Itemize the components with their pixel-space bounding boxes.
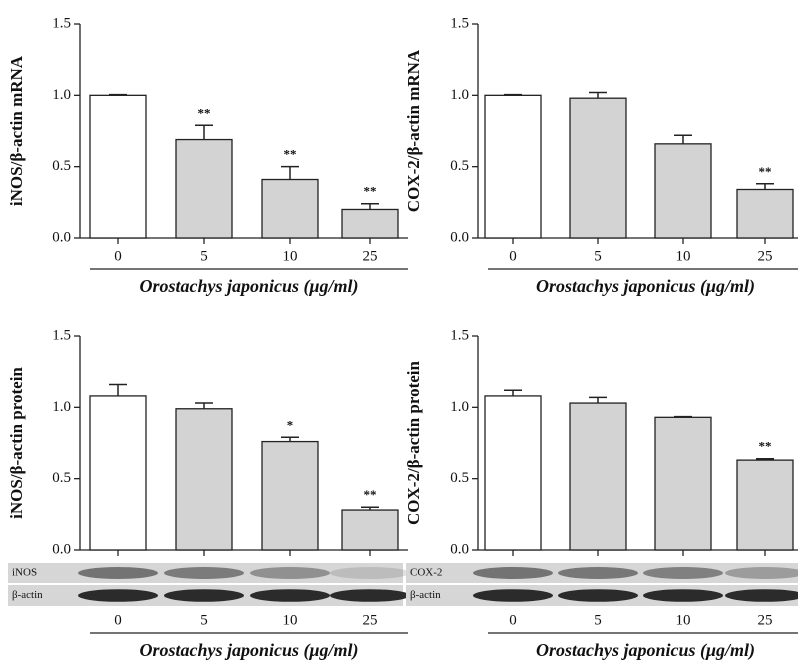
y-tick-label: 0.5 [52, 470, 71, 486]
x-tick-label: 0 [509, 248, 517, 264]
error-bar [361, 204, 379, 210]
x-axis-title: Orostachys japonicus (μg/ml) [139, 640, 358, 661]
bar [176, 409, 232, 550]
y-tick-label: 0.5 [450, 158, 469, 174]
y-tick-label: 1.0 [52, 87, 71, 103]
y-tick-label: 1.0 [450, 399, 469, 415]
blot-band [473, 567, 553, 579]
blot-band [164, 567, 244, 579]
y-tick-label: 0.5 [52, 158, 71, 174]
x-tick-label: 10 [676, 248, 691, 264]
x-tick-label: 10 [676, 612, 691, 628]
error-bar [589, 397, 607, 403]
blot-band [78, 567, 158, 579]
x-tick-label: 10 [283, 248, 298, 264]
error-bar [195, 403, 213, 409]
y-axis-title: iNOS/β-actin mRNA [7, 55, 26, 206]
y-tick-label: 0.5 [450, 470, 469, 486]
x-tick-label: 10 [283, 612, 298, 628]
blot-band [250, 589, 330, 602]
significance: ** [364, 184, 377, 199]
significance: * [287, 417, 294, 432]
error-bar [674, 417, 692, 418]
error-bar [504, 95, 522, 96]
bar [737, 460, 793, 550]
error-bar [589, 92, 607, 98]
x-tick-label: 25 [363, 612, 378, 628]
y-tick-label: 1.5 [52, 15, 71, 31]
blot-label: β-actin [12, 589, 43, 601]
y-tick-label: 0.0 [450, 229, 469, 245]
bar [262, 442, 318, 550]
blot-band [558, 589, 638, 602]
blot-band [330, 589, 410, 602]
y-tick-label: 1.0 [52, 399, 71, 415]
x-tick-label: 25 [363, 248, 378, 264]
y-tick-label: 0.0 [450, 541, 469, 557]
error-bar [674, 135, 692, 144]
y-axis-title: iNOS/β-actin protein [7, 367, 26, 519]
blot-label: β-actin [410, 589, 441, 601]
blot-band [643, 589, 723, 602]
significance: ** [284, 147, 297, 162]
bar [485, 396, 541, 550]
y-axis-title: COX-2/β-actin protein [404, 360, 423, 525]
y-tick-label: 0.0 [52, 229, 71, 245]
y-tick-label: 1.5 [450, 15, 469, 31]
y-tick-label: 1.5 [52, 327, 71, 343]
error-bar [504, 390, 522, 396]
error-bar [281, 167, 299, 180]
significance: ** [759, 164, 772, 179]
x-tick-label: 0 [114, 612, 122, 628]
significance: ** [198, 105, 211, 120]
x-tick-label: 5 [594, 612, 602, 628]
figure: 0.0 0.5 1.0 1.5 iNOS/β-actin mRNA 0 ** 5 ** 10 ** 2… [0, 0, 798, 666]
significance: ** [759, 439, 772, 454]
error-bar [109, 385, 127, 396]
x-axis-title: Orostachys japonicus (μg/ml) [139, 276, 358, 297]
bar [655, 144, 711, 238]
x-tick-label: 5 [200, 612, 208, 628]
bar [485, 95, 541, 238]
x-tick-label: 5 [594, 248, 602, 264]
significance: ** [364, 487, 377, 502]
x-tick-label: 5 [200, 248, 208, 264]
bar [342, 510, 398, 550]
error-bar [756, 184, 774, 190]
blot-band [78, 589, 158, 602]
bar [90, 396, 146, 550]
error-bar [195, 125, 213, 139]
bar [570, 403, 626, 550]
blot-label: COX-2 [410, 567, 442, 579]
bar [262, 180, 318, 238]
bar [737, 189, 793, 238]
y-tick-label: 1.0 [450, 87, 469, 103]
error-bar [109, 95, 127, 96]
bar [90, 95, 146, 238]
blot-label: iNOS [12, 567, 37, 579]
blot-band [250, 567, 330, 579]
bar [342, 209, 398, 238]
x-tick-label: 25 [758, 248, 773, 264]
blot-band [330, 567, 410, 579]
blot-band [164, 589, 244, 602]
bar [655, 417, 711, 550]
x-tick-label: 0 [114, 248, 122, 264]
blot-band [473, 589, 553, 602]
bar [570, 98, 626, 238]
y-tick-label: 0.0 [52, 541, 71, 557]
x-tick-label: 0 [509, 612, 517, 628]
bar [176, 140, 232, 238]
y-axis-title: COX-2/β-actin mRNA [404, 49, 423, 212]
blot-band [643, 567, 723, 579]
x-axis-title: Orostachys japonicus (μg/ml) [536, 640, 755, 661]
blot-band [558, 567, 638, 579]
x-axis-title: Orostachys japonicus (μg/ml) [536, 276, 755, 297]
x-tick-label: 25 [758, 612, 773, 628]
y-tick-label: 1.5 [450, 327, 469, 343]
